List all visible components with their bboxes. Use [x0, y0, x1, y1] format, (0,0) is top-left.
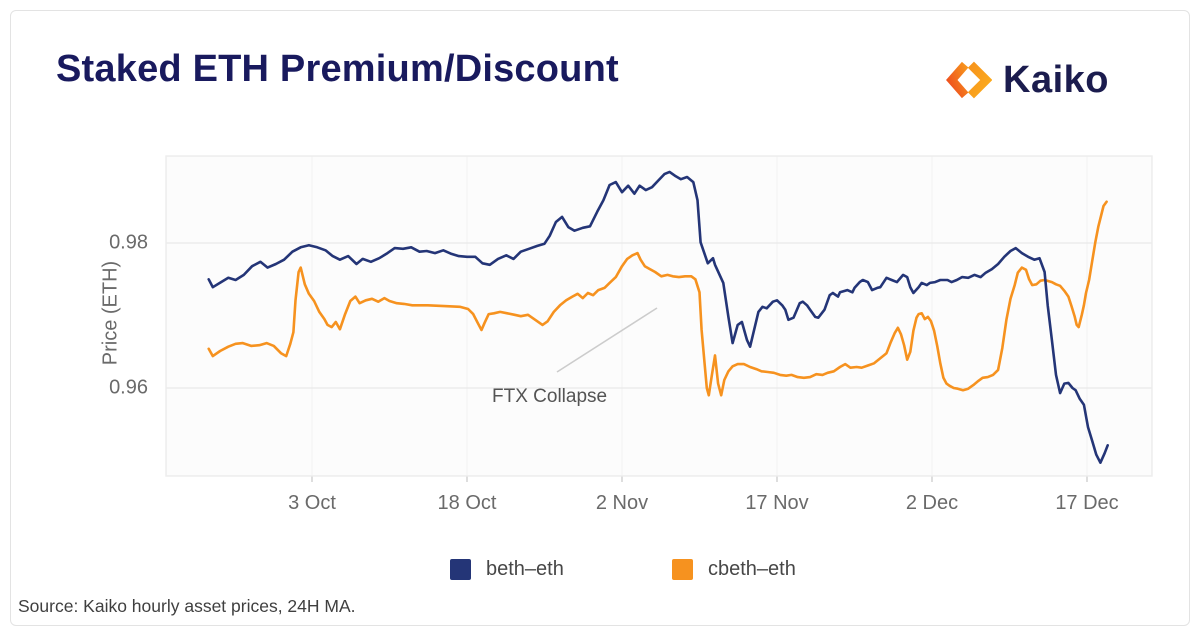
legend-swatch-beth-eth — [450, 559, 471, 580]
plot-border — [165, 155, 1153, 477]
legend-label: beth–eth — [486, 558, 564, 580]
series-line-cbeth-eth — [207, 200, 1108, 397]
x-tick-label: 18 Oct — [437, 492, 497, 514]
x-tick-label: 17 Dec — [1055, 492, 1119, 514]
brand-name: Kaiko — [1003, 58, 1109, 101]
kaiko-logo-icon — [946, 61, 992, 99]
annotation-text: FTX Collapse — [492, 386, 608, 407]
y-tick-label: 0.98 — [109, 231, 148, 254]
x-axis-tick-labels: 3 Oct 18 Oct 2 Nov 17 Nov 2 Dec 17 Dec — [0, 492, 1200, 518]
annotation-line — [556, 307, 658, 373]
y-axis-title: Price (ETH) — [99, 260, 122, 366]
legend-item-beth-eth[interactable]: beth–eth — [450, 558, 564, 581]
brand-logo: Kaiko — [946, 57, 1109, 103]
x-tick-label: 3 Oct — [288, 492, 336, 514]
legend-item-cbeth-eth[interactable]: cbeth–eth — [672, 558, 796, 581]
plot-background — [166, 156, 1152, 476]
x-tick-label: 2 Dec — [905, 492, 959, 514]
page-title: Staked ETH Premium/Discount — [56, 48, 619, 90]
source-note: Source: Kaiko hourly asset prices, 24H M… — [18, 596, 356, 616]
y-tick-label: 0.96 — [109, 376, 148, 399]
legend-label: cbeth–eth — [708, 558, 796, 580]
x-tick-label: 2 Nov — [595, 492, 649, 514]
legend: beth–eth cbeth–eth — [0, 558, 1200, 588]
legend-swatch-cbeth-eth — [672, 559, 693, 580]
x-tick-label: 17 Nov — [745, 492, 809, 514]
series-line-beth-eth — [207, 170, 1109, 465]
